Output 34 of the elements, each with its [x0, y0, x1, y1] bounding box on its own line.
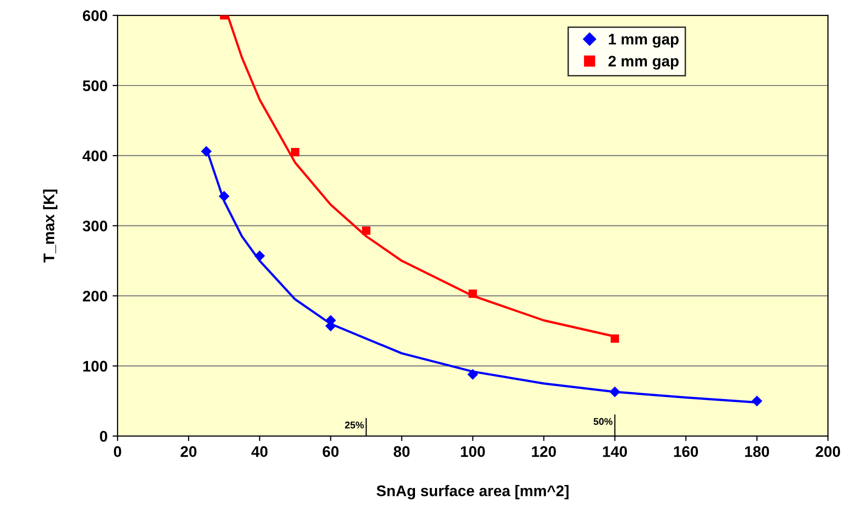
x-tick-label: 160 [674, 446, 698, 457]
y-axis-title: T_max [K] [43, 190, 58, 262]
y-tick-label: 200 [82, 290, 108, 302]
x-tick-label: 180 [745, 446, 770, 457]
annotation: 50% [594, 418, 613, 425]
y-tick-label: 400 [82, 150, 108, 162]
x-tick-label: 0 [114, 446, 122, 457]
point [218, 190, 230, 202]
point [467, 368, 478, 380]
annotation: 25% [344, 422, 364, 428]
y-tick-label: 100 [83, 360, 108, 372]
x-tick-label: 80 [394, 446, 410, 457]
x-tick-label: 40 [251, 446, 268, 457]
y-tick-label: 600 [82, 10, 108, 22]
point [362, 226, 370, 235]
x-tick-label: 20 [180, 446, 196, 457]
x-tick-label: 140 [603, 446, 627, 457]
point [610, 334, 620, 343]
point [468, 290, 477, 298]
x-tick-label: 60 [322, 446, 339, 457]
point [200, 146, 212, 157]
y-tick-label: 300 [82, 220, 108, 232]
point [254, 250, 266, 262]
x-tick-label: 120 [532, 446, 556, 457]
x-tick-label: 100 [460, 446, 485, 457]
y-tick-label: 500 [82, 80, 108, 92]
x-axis-title: SnAg surface area [mm^2] [376, 485, 568, 500]
x-tick-label: 200 [816, 446, 840, 457]
legend-label: 1 mm gap [608, 34, 679, 48]
y-tick-label: 0 [100, 430, 108, 442]
point [752, 396, 762, 406]
legend-label: 2 mm gap [608, 56, 679, 70]
point [290, 148, 300, 156]
point [609, 386, 620, 398]
